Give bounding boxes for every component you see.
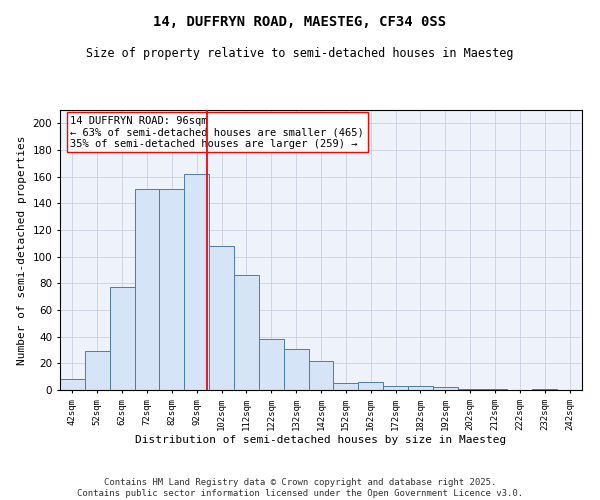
X-axis label: Distribution of semi-detached houses by size in Maesteg: Distribution of semi-detached houses by … <box>136 436 506 446</box>
Bar <box>482 388 508 390</box>
Text: 14 DUFFRYN ROAD: 96sqm
← 63% of semi-detached houses are smaller (465)
35% of se: 14 DUFFRYN ROAD: 96sqm ← 63% of semi-det… <box>70 116 364 149</box>
Bar <box>433 388 458 390</box>
Bar <box>334 384 358 390</box>
Y-axis label: Number of semi-detached properties: Number of semi-detached properties <box>17 135 27 365</box>
Bar <box>284 348 308 390</box>
Bar <box>383 386 408 390</box>
Bar <box>60 380 85 390</box>
Text: Size of property relative to semi-detached houses in Maesteg: Size of property relative to semi-detach… <box>86 48 514 60</box>
Bar <box>209 246 234 390</box>
Bar <box>160 188 184 390</box>
Bar <box>134 188 160 390</box>
Bar <box>259 340 284 390</box>
Bar <box>234 276 259 390</box>
Bar <box>358 382 383 390</box>
Bar <box>532 388 557 390</box>
Bar <box>110 288 134 390</box>
Bar <box>308 360 334 390</box>
Bar <box>458 388 482 390</box>
Bar <box>408 386 433 390</box>
Bar <box>85 352 110 390</box>
Bar <box>184 174 209 390</box>
Text: Contains HM Land Registry data © Crown copyright and database right 2025.
Contai: Contains HM Land Registry data © Crown c… <box>77 478 523 498</box>
Text: 14, DUFFRYN ROAD, MAESTEG, CF34 0SS: 14, DUFFRYN ROAD, MAESTEG, CF34 0SS <box>154 15 446 29</box>
